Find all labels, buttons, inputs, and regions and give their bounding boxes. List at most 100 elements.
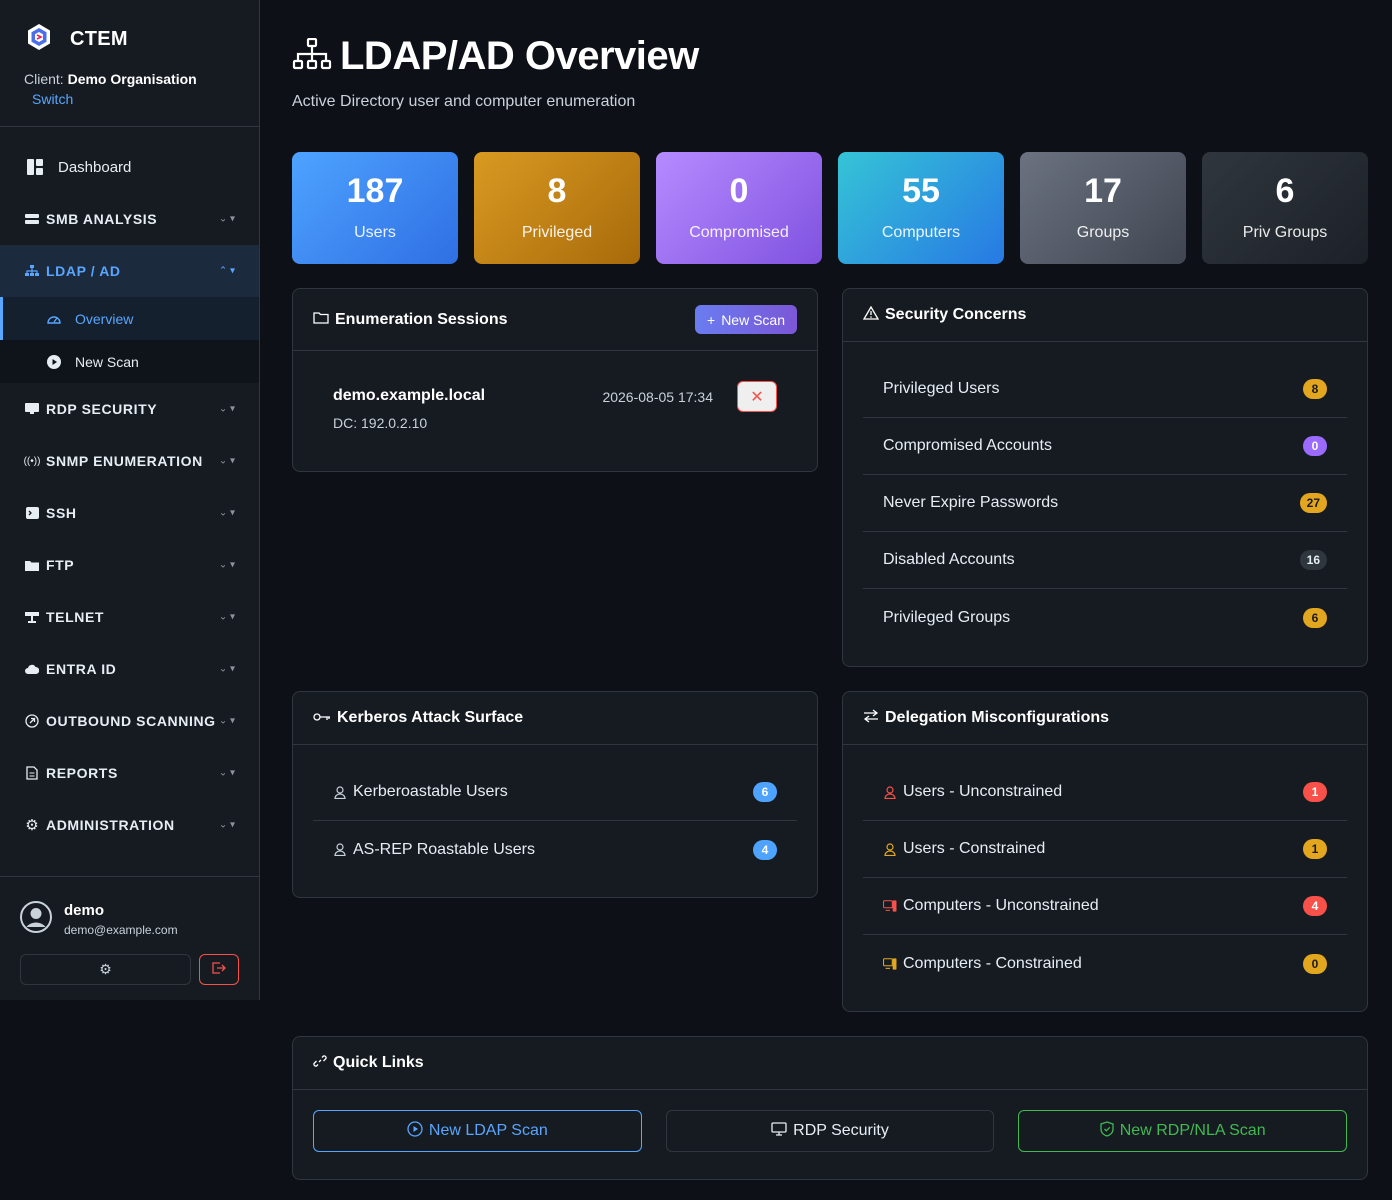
nav-entra-label: ENTRA ID	[46, 661, 117, 677]
nav-ldap-label: LDAP / AD	[46, 263, 121, 279]
gear-icon: ⚙	[99, 961, 112, 977]
pc-display-icon	[883, 957, 897, 971]
user-icon	[333, 785, 347, 799]
stat-label: Privileged	[521, 224, 593, 241]
dashboard-icon	[24, 159, 46, 175]
broadcast-icon: ((•))	[23, 455, 41, 467]
nav-administration[interactable]: ⚙ ADMINISTRATION ⌄ ▾	[0, 799, 259, 851]
speedometer-icon	[46, 313, 62, 325]
close-icon: ✕	[750, 388, 764, 406]
rdp-security-button[interactable]: RDP Security	[665, 1110, 995, 1152]
new-rdp-nla-scan-button[interactable]: New RDP/NLA Scan	[1018, 1110, 1348, 1152]
ethernet-icon	[24, 609, 40, 625]
nav-telnet[interactable]: TELNET ⌄ ▾	[0, 591, 259, 643]
delete-session-button[interactable]: ✕	[737, 381, 777, 412]
concern-row-disabled-accounts[interactable]: Disabled Accounts 16	[863, 532, 1347, 589]
count-badge: 4	[753, 839, 777, 860]
key-icon	[313, 709, 331, 727]
client-line: Client: Demo Organisation	[24, 71, 235, 87]
nav-snmp-label: SNMP ENUMERATION	[46, 453, 203, 469]
chevron-down-icon: ⌄ ▾	[218, 611, 235, 623]
link-icon	[313, 1054, 327, 1073]
plus-icon: +	[707, 311, 716, 328]
session-date: 2026-08-05 17:34	[602, 389, 713, 405]
stat-value: 8	[547, 172, 567, 210]
kerberos-row-asrep[interactable]: AS-REP Roastable Users 4	[313, 821, 797, 878]
count-badge: 27	[1299, 493, 1327, 513]
delegation-label: Computers - Constrained	[903, 954, 1082, 972]
stat-card-privileged[interactable]: 8 Privileged	[474, 152, 640, 264]
sub-nav-overview[interactable]: Overview	[0, 297, 259, 340]
stat-card-computers[interactable]: 55 Computers	[838, 152, 1004, 264]
stat-value: 55	[902, 172, 940, 210]
delegation-row-computers-unconstrained[interactable]: Computers - Unconstrained 4	[863, 878, 1347, 935]
delegation-row-users-unconstrained[interactable]: Users - Unconstrained 1	[863, 764, 1347, 821]
count-badge: 1	[1303, 839, 1327, 859]
stat-card-compromised[interactable]: 0 Compromised	[656, 152, 822, 264]
nav-entra-id[interactable]: ENTRA ID ⌄ ▾	[0, 643, 259, 695]
stat-card-groups[interactable]: 17 Groups	[1020, 152, 1186, 264]
play-circle-icon	[407, 1120, 423, 1142]
nav-ssh-label: SSH	[46, 505, 77, 521]
count-badge: 0	[1303, 436, 1327, 456]
terminal-icon	[24, 505, 40, 521]
user-icon	[333, 843, 347, 856]
warning-icon	[862, 305, 880, 325]
concern-row-never-expire[interactable]: Never Expire Passwords 27	[863, 475, 1347, 532]
stat-card-users[interactable]: 187 Users	[292, 152, 458, 264]
nav-ftp[interactable]: FTP ⌄ ▾	[0, 539, 259, 591]
folder-icon	[313, 311, 329, 329]
user-panel: demo demo@example.com ⚙	[0, 876, 259, 1000]
concern-row-privileged-users[interactable]: Privileged Users 8	[863, 361, 1347, 418]
stat-value: 17	[1084, 172, 1122, 210]
nav-rdp-security[interactable]: RDP SECURITY ⌄ ▾	[0, 383, 259, 435]
new-scan-button[interactable]: + New Scan	[695, 305, 797, 334]
monitor-icon	[24, 401, 40, 417]
user-icon	[883, 842, 897, 856]
stat-label: Priv Groups	[1242, 224, 1328, 241]
delegation-label: Users - Constrained	[903, 840, 1046, 857]
sub-nav-new-scan[interactable]: New Scan	[0, 340, 259, 383]
nav-smb-analysis[interactable]: SMB ANALYSIS ⌄ ▾	[0, 193, 259, 245]
session-domain[interactable]: demo.example.local	[333, 387, 486, 404]
logout-button[interactable]	[199, 954, 239, 985]
new-ldap-scan-button[interactable]: New LDAP Scan	[313, 1110, 642, 1152]
user-settings-button[interactable]: ⚙	[20, 954, 191, 985]
chevron-down-icon: ⌄ ▾	[218, 559, 235, 571]
concern-label: Privileged Users	[883, 380, 1000, 397]
nav-ssh[interactable]: SSH ⌄ ▾	[0, 487, 259, 539]
nav-smb-label: SMB ANALYSIS	[46, 211, 158, 227]
switch-client-link[interactable]: Switch	[32, 91, 74, 107]
kerberos-row-kerberoastable[interactable]: Kerberoastable Users 6	[313, 764, 797, 821]
concern-label: Privileged Groups	[883, 608, 1011, 626]
chevron-down-icon: ⌄ ▾	[218, 403, 235, 415]
stat-value: 0	[729, 172, 749, 210]
new-ldap-scan-label: New LDAP Scan	[428, 1122, 548, 1139]
session-row[interactable]: demo.example.local DC: 192.0.2.10 2026-0…	[293, 351, 817, 431]
count-badge: 0	[1303, 953, 1327, 974]
nav-snmp-enumeration[interactable]: ((•)) SNMP ENUMERATION ⌄ ▾	[0, 435, 259, 487]
stat-card-priv-groups[interactable]: 6 Priv Groups	[1202, 152, 1368, 264]
nav-reports[interactable]: REPORTS ⌄ ▾	[0, 747, 259, 799]
nav-ldap-ad[interactable]: LDAP / AD ⌃ ▾	[0, 245, 259, 297]
sidebar: CTEM Client: Demo Organisation Switch Da…	[0, 0, 260, 1000]
nav-dashboard[interactable]: Dashboard	[0, 141, 259, 193]
new-rdp-nla-scan-label: New RDP/NLA Scan	[1119, 1122, 1266, 1139]
kerberos-label: AS-REP Roastable Users	[353, 840, 535, 858]
nav-outbound-scanning[interactable]: OUTBOUND SCANNING ⌄ ▾	[0, 695, 259, 747]
delegation-row-users-constrained[interactable]: Users - Constrained 1	[863, 821, 1347, 878]
card-title: Kerberos Attack Surface	[337, 709, 524, 726]
concern-row-privileged-groups[interactable]: Privileged Groups 6	[863, 589, 1347, 646]
folder-icon	[24, 557, 40, 573]
main-content: LDAP/AD Overview Active Directory user a…	[292, 0, 1368, 1180]
delegation-row-computers-constrained[interactable]: Computers - Constrained 0	[863, 935, 1347, 992]
chevron-down-icon: ⌄ ▾	[218, 213, 235, 225]
concern-row-compromised-accounts[interactable]: Compromised Accounts 0	[863, 418, 1347, 475]
session-dc: DC: 192.0.2.10	[333, 415, 428, 431]
main-nav: Dashboard SMB ANALYSIS ⌄ ▾ LDAP / AD ⌃ ▾…	[0, 127, 259, 851]
chevron-down-icon: ⌄ ▾	[218, 767, 235, 779]
cloud-icon	[24, 661, 40, 677]
client-label: Client:	[24, 71, 64, 87]
play-circle-icon	[46, 354, 62, 369]
security-concerns-card: Security Concerns Privileged Users 8 Com…	[842, 288, 1368, 667]
